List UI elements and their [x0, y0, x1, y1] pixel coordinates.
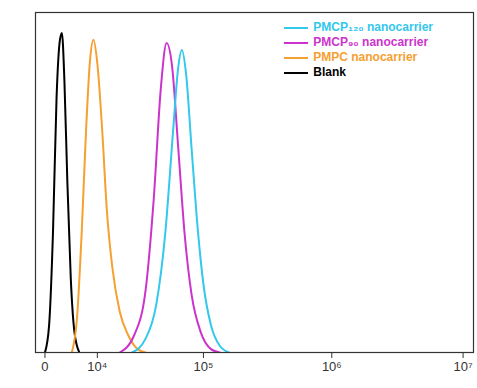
svg-text:10⁵: 10⁵	[194, 359, 214, 374]
html-text:PMPC nanocarrier: PMPC nanocarrier	[313, 50, 418, 64]
svg-text:10⁴: 10⁴	[87, 359, 107, 374]
html-text:PMCP₁₂₀ nanocarrier: PMCP₁₂₀ nanocarrier	[313, 20, 433, 34]
html-text:PMCP₉₀ nanocarrier: PMCP₉₀ nanocarrier	[313, 35, 429, 49]
svg-text:10⁶: 10⁶	[322, 359, 342, 374]
svg-text:10⁷: 10⁷	[453, 359, 472, 374]
html-text:Blank: Blank	[313, 65, 346, 79]
svg-text:0: 0	[41, 359, 48, 374]
